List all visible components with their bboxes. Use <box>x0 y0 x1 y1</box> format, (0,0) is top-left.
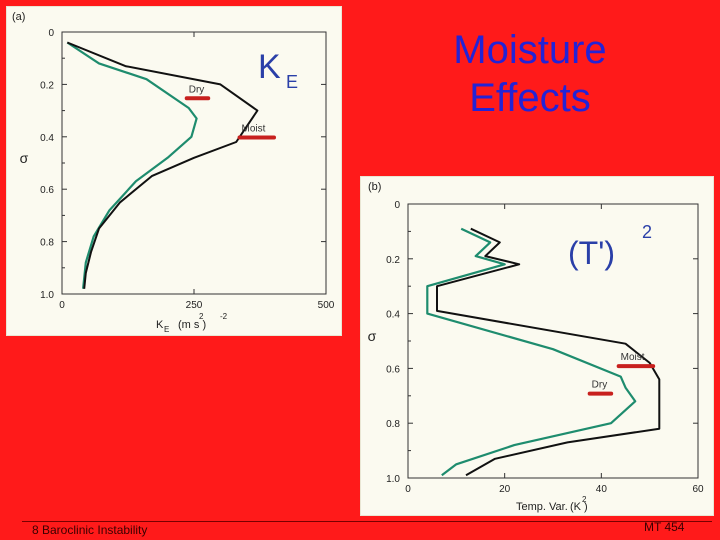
y-tick-label: 0.8 <box>386 419 400 430</box>
y-tick-label: 0.6 <box>40 185 54 196</box>
x-axis-units: (K ) <box>570 501 588 513</box>
curve-label-moist: Moist <box>621 352 645 363</box>
y-tick-label: 1.0 <box>386 474 400 485</box>
x-axis-units-exp2: -2 <box>220 312 228 321</box>
slide-title-line2: Effects <box>469 76 591 120</box>
series-line-moist <box>436 227 661 477</box>
series-line-dry <box>66 41 198 289</box>
x-tick-label: 250 <box>186 300 203 311</box>
handwritten-label-sub: E <box>286 72 298 92</box>
y-tick-label: 1.0 <box>40 290 54 301</box>
x-tick-label: 0 <box>405 484 411 495</box>
y-tick-label: 0.4 <box>40 133 54 144</box>
footer-right-text: MT 454 <box>644 520 685 534</box>
curve-label-dry: Dry <box>189 84 205 95</box>
x-tick-label: 500 <box>318 300 335 311</box>
x-tick-label: 0 <box>59 300 65 311</box>
temperature-variance-chart: 0 0.2 0.4 0.6 0.8 1.0 0 20 40 60 Moist Dry (b) σ Temp.… <box>368 181 704 513</box>
y-tick-label: 0.4 <box>386 310 400 321</box>
slide-title: Moisture Effects <box>420 26 640 122</box>
handwritten-label-sup: 2 <box>642 222 652 242</box>
chart-panel-b: 0 0.2 0.4 0.6 0.8 1.0 0 20 40 60 Moist Dry (b) σ Temp.… <box>360 176 714 516</box>
handwritten-label: (T') <box>568 235 615 271</box>
slide-title-line1: Moisture <box>453 28 607 72</box>
footer-left-text: 8 Baroclinic Instability <box>32 523 148 537</box>
x-axis-units: (m s ) <box>178 319 206 331</box>
y-tick-label: 0.8 <box>40 238 54 249</box>
series-line-moist <box>66 41 259 289</box>
panel-label: (a) <box>12 11 25 23</box>
x-axis-units-exp1: 2 <box>199 312 204 321</box>
chart-panel-a: 0 0.2 0.4 0.6 0.8 1.0 0 250 500 Dry Moist (a) σ K E (m … <box>6 6 342 336</box>
x-tick-label: 60 <box>692 484 704 495</box>
y-tick-label: 0 <box>48 28 54 39</box>
panel-label: (b) <box>368 181 381 193</box>
y-tick-label: 0.2 <box>386 255 400 266</box>
curve-label-moist: Moist <box>242 124 266 135</box>
y-axis-label: σ <box>368 328 377 344</box>
curve-label-dry: Dry <box>592 380 608 391</box>
y-tick-label: 0.6 <box>386 364 400 375</box>
y-tick-label: 0.2 <box>40 80 54 91</box>
x-axis-label: Temp. Var. <box>516 501 568 513</box>
x-axis-label-sub: E <box>164 325 169 334</box>
y-tick-label: 0 <box>394 200 400 211</box>
y-axis-label: σ <box>20 150 29 166</box>
x-axis-label: K <box>156 319 164 331</box>
series-line-dry <box>426 227 637 477</box>
x-tick-label: 20 <box>499 484 511 495</box>
x-tick-label: 40 <box>596 484 608 495</box>
x-axis-units-exp: 2 <box>582 495 587 504</box>
handwritten-label: K <box>258 48 281 86</box>
footer-rule <box>22 521 712 522</box>
